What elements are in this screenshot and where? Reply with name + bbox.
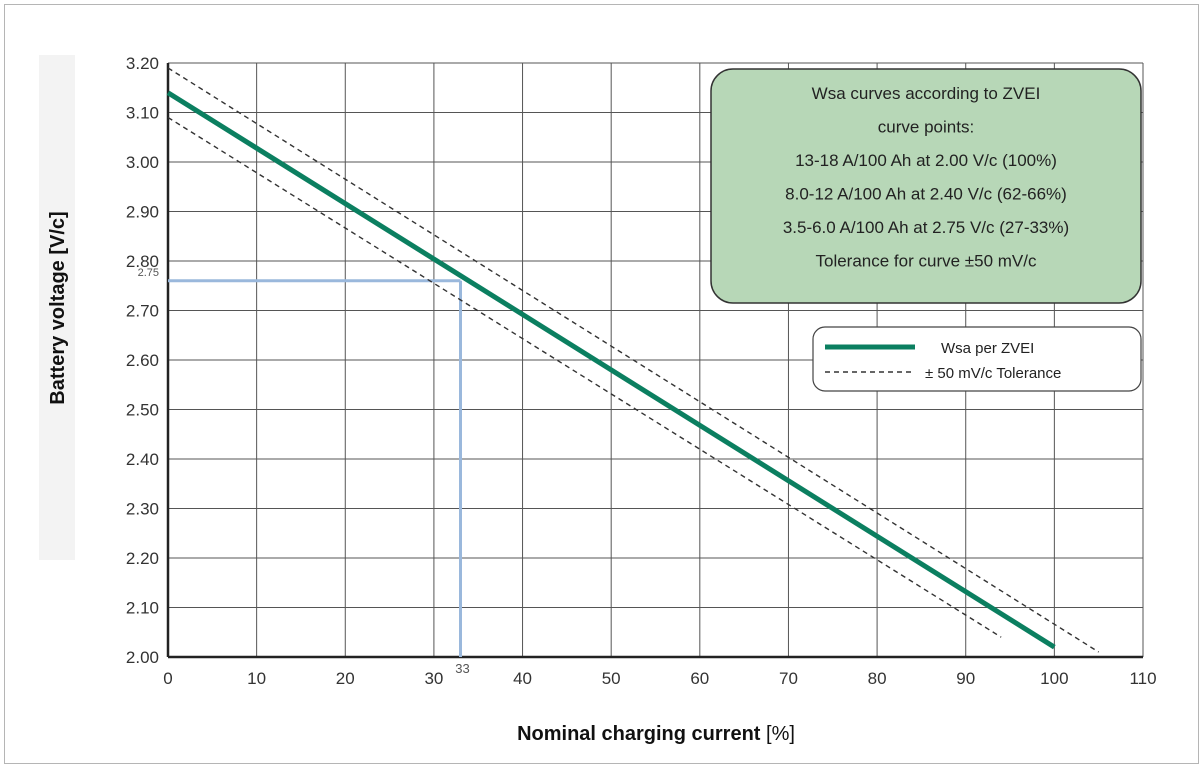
axis-titles: Nominal charging current [%] Battery volt…	[47, 211, 795, 745]
y-axis-title: Battery voltage [V/c]	[47, 211, 69, 404]
x-tick-label: 70	[779, 669, 798, 688]
x-tick-label: 20	[336, 669, 355, 688]
legend-label: ± 50 mV/c Tolerance	[925, 365, 1061, 382]
y-tick-label: 2.90	[126, 203, 159, 222]
series-tolerance-line-2	[167, 116, 1002, 638]
x-tick-label: 60	[690, 669, 709, 688]
info-box-line: Tolerance for curve ±50 mV/c	[816, 252, 1037, 271]
y-tick-label: 2.70	[126, 302, 159, 321]
info-box-line: curve points:	[878, 118, 974, 137]
legend-label: Wsa per ZVEI	[941, 340, 1034, 357]
x-axis-title: Nominal charging current [%]	[517, 723, 795, 745]
info-box-background	[710, 68, 1142, 304]
info-box-line: 13-18 A/100 Ah at 2.00 V/c (100%)	[795, 151, 1057, 170]
y-tick-label: 2.40	[126, 450, 159, 469]
y-tick-label: 3.00	[126, 153, 159, 172]
chart-frame: 0 10 20 30 40 50 60 70 80 90 100 110 2.00 2.10 2.20 2.3…	[4, 4, 1199, 764]
x-axis-title-unit: [%]	[766, 723, 795, 745]
info-box-line: 8.0-12 A/100 Ah at 2.40 V/c (62-66%)	[785, 185, 1067, 204]
x-tick-label: 80	[868, 669, 887, 688]
x-tick-label: 0	[163, 669, 172, 688]
y-tick-label: 2.50	[126, 401, 159, 420]
x-tick-label: 10	[247, 669, 266, 688]
series-wsa-line	[166, 90, 1056, 650]
tick-labels: 0 10 20 30 40 50 60 70 80 90 100 110 2.00 2.10 2.20 2.3…	[126, 54, 1157, 688]
y-tick-label: 2.30	[126, 500, 159, 519]
x-axis-title-bold: Nominal charging current	[517, 723, 766, 745]
y-tick-label: 3.20	[126, 54, 159, 73]
x-tick-label: 30	[424, 669, 443, 688]
reference-x-label: 33	[455, 661, 469, 676]
reference-y-label: 2.75	[138, 267, 159, 279]
info-box-line: Wsa curves according to ZVEI	[812, 84, 1041, 103]
y-tick-label: 2.00	[126, 648, 159, 667]
info-box-line: 3.5-6.0 A/100 Ah at 2.75 V/c (27-33%)	[783, 218, 1069, 237]
x-tick-label: 90	[956, 669, 975, 688]
legend-box	[812, 326, 1142, 392]
y-tick-label: 2.60	[126, 351, 159, 370]
series-tolerance-line-1	[167, 67, 1100, 653]
y-axis-title-band	[39, 55, 75, 560]
info-box: Wsa curves according to ZVEI curve points…	[710, 68, 1142, 304]
reference-lines	[168, 279, 462, 657]
y-tick-label: 3.10	[126, 104, 159, 123]
voltage-current-chart: 0 10 20 30 40 50 60 70 80 90 100 110 2.00 2.10 2.20 2.3…	[39, 54, 1157, 745]
y-tick-label: 2.80	[126, 252, 159, 271]
y-tick-label: 2.20	[126, 549, 159, 568]
series-layer	[166, 67, 1100, 653]
x-tick-label: 100	[1040, 669, 1068, 688]
x-tick-label: 50	[602, 669, 621, 688]
x-tick-label: 110	[1129, 669, 1156, 688]
x-tick-label: 40	[513, 669, 532, 688]
legend: Wsa per ZVEI ± 50 mV/c Tolerance	[812, 326, 1142, 392]
y-tick-label: 2.10	[126, 599, 159, 618]
